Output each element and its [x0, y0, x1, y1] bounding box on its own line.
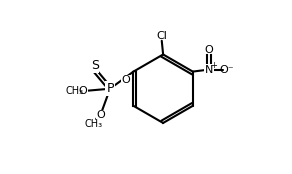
Text: O: O: [122, 76, 131, 85]
Text: N: N: [205, 65, 213, 75]
Text: O⁻: O⁻: [220, 65, 234, 75]
Text: Cl: Cl: [156, 31, 167, 41]
Text: O: O: [79, 86, 87, 96]
Text: S: S: [91, 59, 99, 72]
Text: O: O: [96, 110, 105, 120]
Text: O: O: [205, 45, 213, 55]
Text: P: P: [106, 82, 114, 95]
Text: CH₃: CH₃: [84, 119, 103, 129]
Text: CH₃: CH₃: [65, 86, 83, 96]
Text: +: +: [210, 61, 217, 70]
